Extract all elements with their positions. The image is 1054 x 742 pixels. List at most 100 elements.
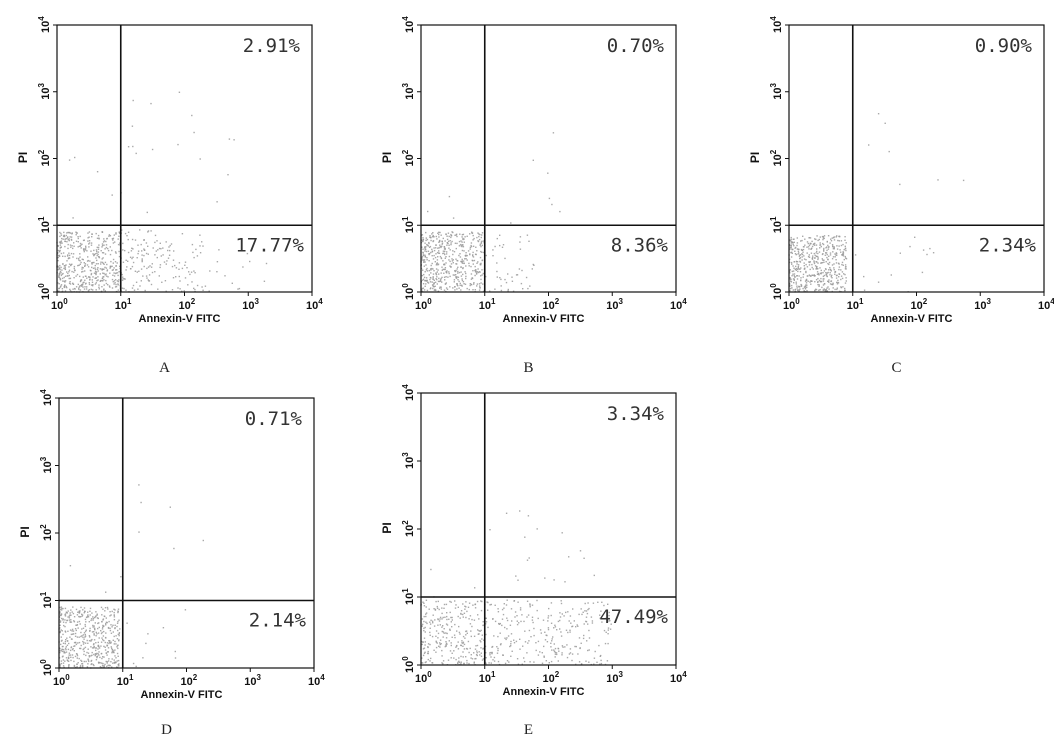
data-point — [437, 256, 439, 258]
data-point — [790, 251, 793, 253]
data-point — [435, 244, 437, 246]
data-point — [78, 610, 80, 612]
data-point — [424, 285, 426, 287]
data-point — [93, 634, 95, 636]
data-point — [89, 269, 92, 272]
data-point — [441, 245, 443, 247]
data-point — [440, 272, 442, 274]
data-point — [588, 607, 590, 610]
data-point — [449, 629, 451, 631]
data-point — [106, 642, 109, 644]
data-point — [432, 268, 434, 270]
data-point — [157, 249, 159, 251]
data-point — [78, 636, 80, 638]
data-point — [445, 233, 447, 235]
y-tick-label: 100 — [769, 283, 784, 300]
data-point — [499, 234, 501, 236]
data-point — [82, 634, 85, 636]
data-point — [67, 231, 69, 234]
data-point — [806, 286, 808, 288]
data-point — [59, 235, 61, 238]
data-point — [470, 273, 473, 275]
data-point — [868, 144, 870, 146]
panel-letter: E — [524, 722, 533, 738]
data-point — [434, 285, 436, 287]
data-point — [804, 268, 806, 270]
data-point — [108, 642, 110, 645]
data-point — [472, 270, 474, 272]
data-point — [485, 617, 487, 619]
data-point — [831, 264, 834, 266]
data-point — [84, 630, 87, 633]
data-point — [826, 275, 828, 277]
data-point — [133, 289, 136, 291]
data-point — [446, 624, 449, 626]
data-point — [455, 604, 457, 606]
data-point — [76, 232, 78, 234]
data-point — [90, 655, 92, 657]
data-point — [817, 281, 819, 283]
data-point — [69, 283, 72, 285]
data-point — [172, 277, 175, 279]
data-point — [472, 251, 474, 254]
data-point — [547, 615, 550, 617]
data-point — [107, 249, 110, 252]
data-point — [75, 234, 77, 236]
data-point — [441, 662, 443, 664]
data-point — [932, 252, 935, 254]
data-point — [435, 640, 437, 642]
data-point — [95, 611, 97, 613]
data-point — [100, 606, 103, 609]
data-point — [531, 268, 533, 270]
data-point — [65, 611, 68, 613]
data-point — [83, 612, 85, 614]
data-point — [453, 650, 455, 652]
data-point — [426, 238, 429, 241]
data-point — [476, 250, 478, 252]
data-point — [526, 652, 528, 654]
data-point — [72, 630, 75, 632]
data-point — [492, 255, 494, 257]
data-point — [426, 289, 429, 292]
data-point — [107, 660, 110, 662]
data-point — [105, 591, 107, 593]
data-point — [102, 608, 104, 610]
data-point — [479, 256, 482, 259]
data-point — [201, 286, 203, 288]
panel-letter: C — [891, 360, 901, 376]
data-point — [837, 281, 839, 284]
data-point — [114, 251, 117, 253]
data-point — [68, 652, 71, 654]
data-point — [818, 274, 820, 276]
data-point — [96, 259, 98, 262]
data-point — [438, 608, 440, 611]
data-point — [98, 284, 100, 286]
data-point — [167, 257, 170, 259]
data-point — [424, 255, 426, 257]
data-point — [838, 268, 840, 271]
data-point — [115, 283, 117, 286]
panel-a: 100100101101102102103103104104Annexin-V … — [16, 16, 323, 376]
data-point — [199, 158, 201, 160]
data-point — [89, 278, 91, 280]
data-point — [816, 267, 818, 269]
data-point — [808, 261, 810, 263]
data-point — [497, 649, 499, 652]
data-point — [444, 279, 446, 281]
data-point — [481, 634, 483, 636]
data-point — [553, 627, 555, 629]
data-point — [166, 260, 168, 262]
data-point — [91, 233, 93, 235]
data-point — [92, 616, 94, 618]
data-point — [67, 657, 70, 659]
data-point — [117, 280, 120, 283]
data-point — [789, 246, 792, 249]
panel-letter: D — [161, 722, 172, 738]
data-point — [74, 269, 76, 272]
data-point — [825, 261, 827, 263]
data-point — [842, 243, 844, 246]
data-point — [541, 662, 544, 664]
data-point — [480, 629, 482, 632]
data-point — [72, 288, 74, 290]
data-point — [137, 288, 139, 290]
